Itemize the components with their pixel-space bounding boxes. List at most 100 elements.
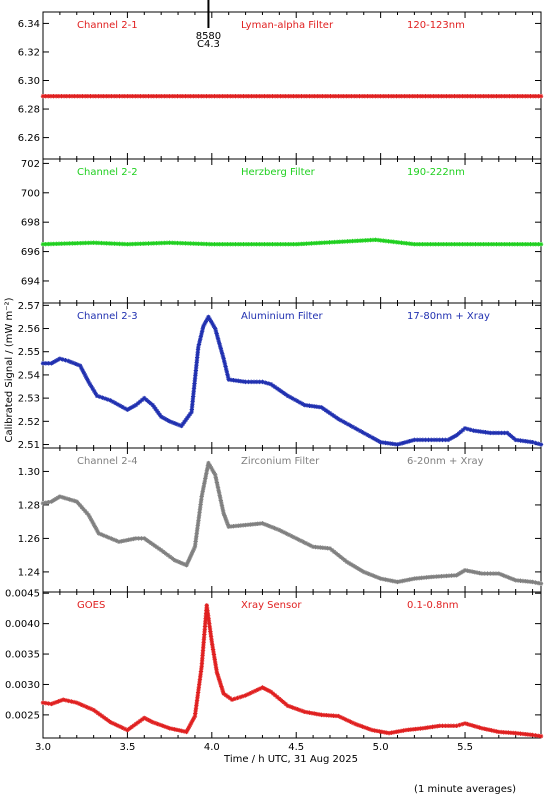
data-point — [376, 438, 381, 444]
data-point — [165, 552, 171, 558]
data-point — [154, 408, 160, 414]
data-point — [260, 521, 265, 526]
data-point — [403, 727, 409, 733]
data-point — [204, 94, 209, 99]
data-point — [251, 242, 257, 247]
data-point — [452, 434, 457, 439]
data-point — [194, 534, 199, 539]
data-point — [232, 696, 237, 702]
data-point — [199, 497, 204, 502]
data-point — [91, 707, 96, 713]
data-point — [74, 499, 79, 504]
data-point — [193, 541, 198, 547]
data-point — [499, 94, 504, 99]
data-point — [460, 94, 465, 99]
data-point — [397, 579, 403, 584]
data-series — [40, 314, 544, 447]
data-point — [369, 435, 375, 440]
data-point — [200, 653, 205, 658]
data-point — [285, 703, 290, 708]
data-point — [277, 696, 282, 701]
data-point — [223, 366, 229, 372]
data-point — [80, 94, 85, 99]
data-point — [235, 94, 241, 99]
data-point — [230, 242, 236, 247]
data-point — [283, 392, 288, 397]
data-point — [200, 326, 205, 332]
data-point — [538, 581, 544, 586]
data-point — [381, 94, 386, 99]
data-point — [144, 716, 149, 722]
data-point — [167, 240, 172, 245]
x-tick-label: 5.0 — [373, 742, 389, 753]
data-point — [210, 321, 215, 327]
data-point — [207, 317, 212, 322]
data-point — [412, 437, 417, 443]
y-tick-label: 698 — [21, 218, 40, 229]
data-point — [479, 571, 485, 576]
data-point — [338, 715, 344, 720]
data-point — [81, 507, 86, 512]
data-point — [191, 716, 196, 721]
data-point — [222, 361, 228, 367]
data-point — [489, 94, 494, 99]
data-point — [309, 241, 314, 246]
data-point — [53, 700, 59, 705]
data-point — [245, 522, 251, 527]
data-point — [96, 94, 101, 99]
data-point — [286, 94, 291, 99]
data-point — [86, 705, 92, 711]
data-point — [274, 526, 280, 532]
data-point — [225, 372, 230, 377]
data-point — [458, 429, 464, 434]
data-point — [156, 546, 162, 551]
data-point — [470, 723, 475, 728]
data-point — [363, 570, 369, 576]
data-point — [482, 726, 487, 731]
data-point — [93, 391, 98, 396]
data-point — [155, 721, 160, 727]
data-point — [69, 94, 75, 99]
data-point — [412, 94, 418, 99]
data-point — [530, 94, 536, 99]
data-point — [468, 242, 473, 247]
data-point — [183, 417, 188, 423]
data-point — [69, 699, 74, 704]
data-point — [223, 692, 228, 698]
data-point — [512, 94, 518, 99]
data-point — [470, 94, 476, 99]
data-point — [314, 711, 319, 717]
data-point — [194, 698, 200, 703]
data-point — [325, 546, 330, 551]
data-point — [417, 242, 422, 247]
data-point — [109, 241, 115, 246]
data-point — [509, 434, 514, 439]
data-point — [164, 725, 170, 730]
data-point — [137, 399, 143, 404]
data-point — [350, 238, 355, 244]
y-axis-label: Calibrated Signal / (mW m⁻²) — [4, 297, 15, 442]
data-point — [130, 94, 135, 99]
data-point — [68, 359, 73, 365]
data-point — [262, 686, 267, 691]
data-point — [240, 694, 246, 699]
data-point — [523, 242, 528, 247]
data-point — [88, 240, 94, 246]
data-point — [409, 241, 415, 247]
data-point — [538, 94, 544, 99]
data-point — [177, 94, 183, 99]
data-point — [220, 351, 225, 356]
data-point — [325, 409, 331, 414]
data-point — [131, 404, 136, 409]
data-point — [410, 94, 415, 99]
data-point — [520, 731, 526, 737]
data-point — [365, 94, 370, 99]
data-point — [97, 394, 102, 399]
data-point — [200, 656, 205, 661]
y-tick-label: 6.34 — [18, 19, 40, 30]
data-point — [212, 654, 217, 660]
data-point — [334, 415, 339, 420]
data-point — [79, 365, 84, 371]
data-point — [270, 383, 276, 388]
data-point — [520, 242, 525, 247]
